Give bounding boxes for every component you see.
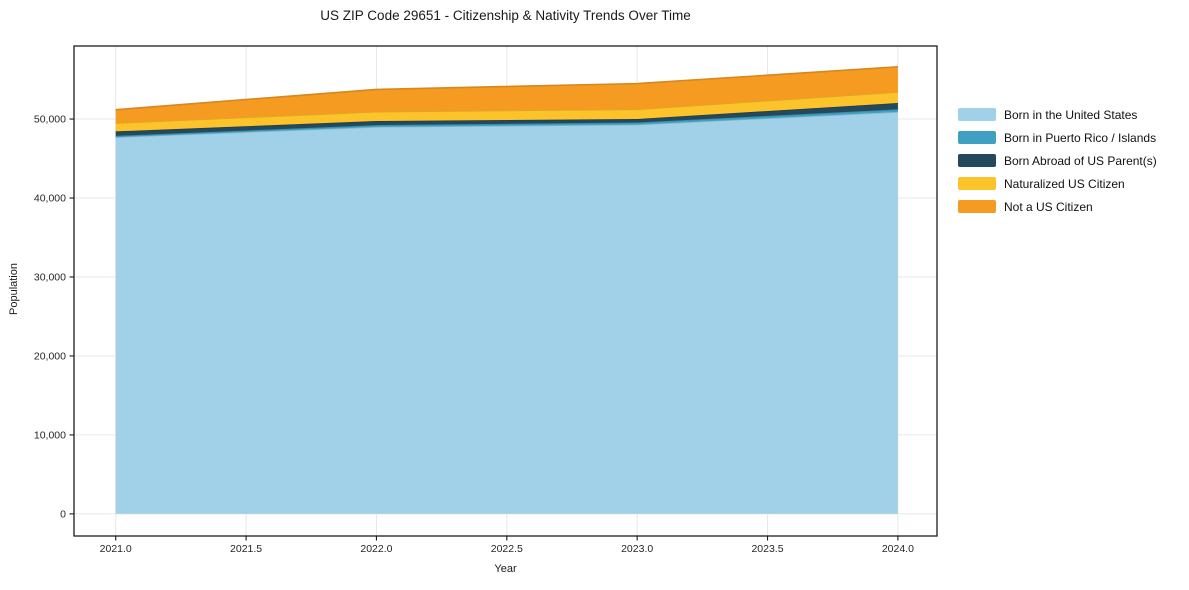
y-tick-label: 30,000	[34, 272, 66, 284]
y-tick-label: 10,000	[34, 430, 66, 442]
legend-swatch-icon	[958, 154, 996, 167]
x-tick-label: 2024.0	[882, 543, 914, 555]
x-tick-label: 2021.0	[100, 543, 132, 555]
x-tick-label: 2021.5	[230, 543, 262, 555]
area-born-abroad-of-us-parent-s	[115, 103, 898, 136]
y-tick-label: 0	[60, 508, 66, 520]
x-tick-label: 2023.5	[751, 543, 783, 555]
area-naturalized-us-citizen	[115, 92, 898, 132]
plot-frame	[73, 45, 938, 537]
legend-label: Born in Puerto Rico / Islands	[1004, 130, 1157, 145]
x-tick-label: 2022.0	[360, 543, 392, 555]
x-tick-label: 2023.0	[621, 543, 653, 555]
legend-swatch-icon	[958, 131, 996, 144]
y-tick-label: 40,000	[34, 193, 66, 205]
legend: Born in the United States Born in Puerto …	[958, 103, 1157, 218]
chart-title: US ZIP Code 29651 - Citizenship & Nativi…	[320, 8, 691, 23]
y-tick-label: 20,000	[34, 351, 66, 363]
legend-item-2: Born Abroad of US Parent(s)	[958, 149, 1157, 172]
legend-item-3: Naturalized US Citizen	[958, 172, 1157, 195]
y-tick-label: 50,000	[34, 114, 66, 126]
area-edge-not-a-us-citizen	[115, 66, 898, 111]
legend-label: Not a US Citizen	[1004, 199, 1093, 214]
legend-item-0: Born in the United States	[958, 103, 1157, 126]
legend-swatch-icon	[958, 200, 996, 213]
legend-label: Born Abroad of US Parent(s)	[1004, 153, 1157, 168]
area-born-in-the-united-states	[115, 111, 898, 514]
legend-label: Born in the United States	[1004, 107, 1138, 122]
legend-swatch-icon	[958, 108, 996, 121]
legend-swatch-icon	[958, 177, 996, 190]
x-axis-label: Year	[494, 563, 517, 575]
area-not-a-us-citizen	[115, 66, 898, 124]
legend-label: Naturalized US Citizen	[1004, 176, 1125, 191]
legend-item-1: Born in Puerto Rico / Islands	[958, 126, 1157, 149]
legend-item-4: Not a US Citizen	[958, 195, 1157, 218]
x-tick-label: 2022.5	[491, 543, 523, 555]
y-axis-label: Population	[8, 263, 20, 315]
